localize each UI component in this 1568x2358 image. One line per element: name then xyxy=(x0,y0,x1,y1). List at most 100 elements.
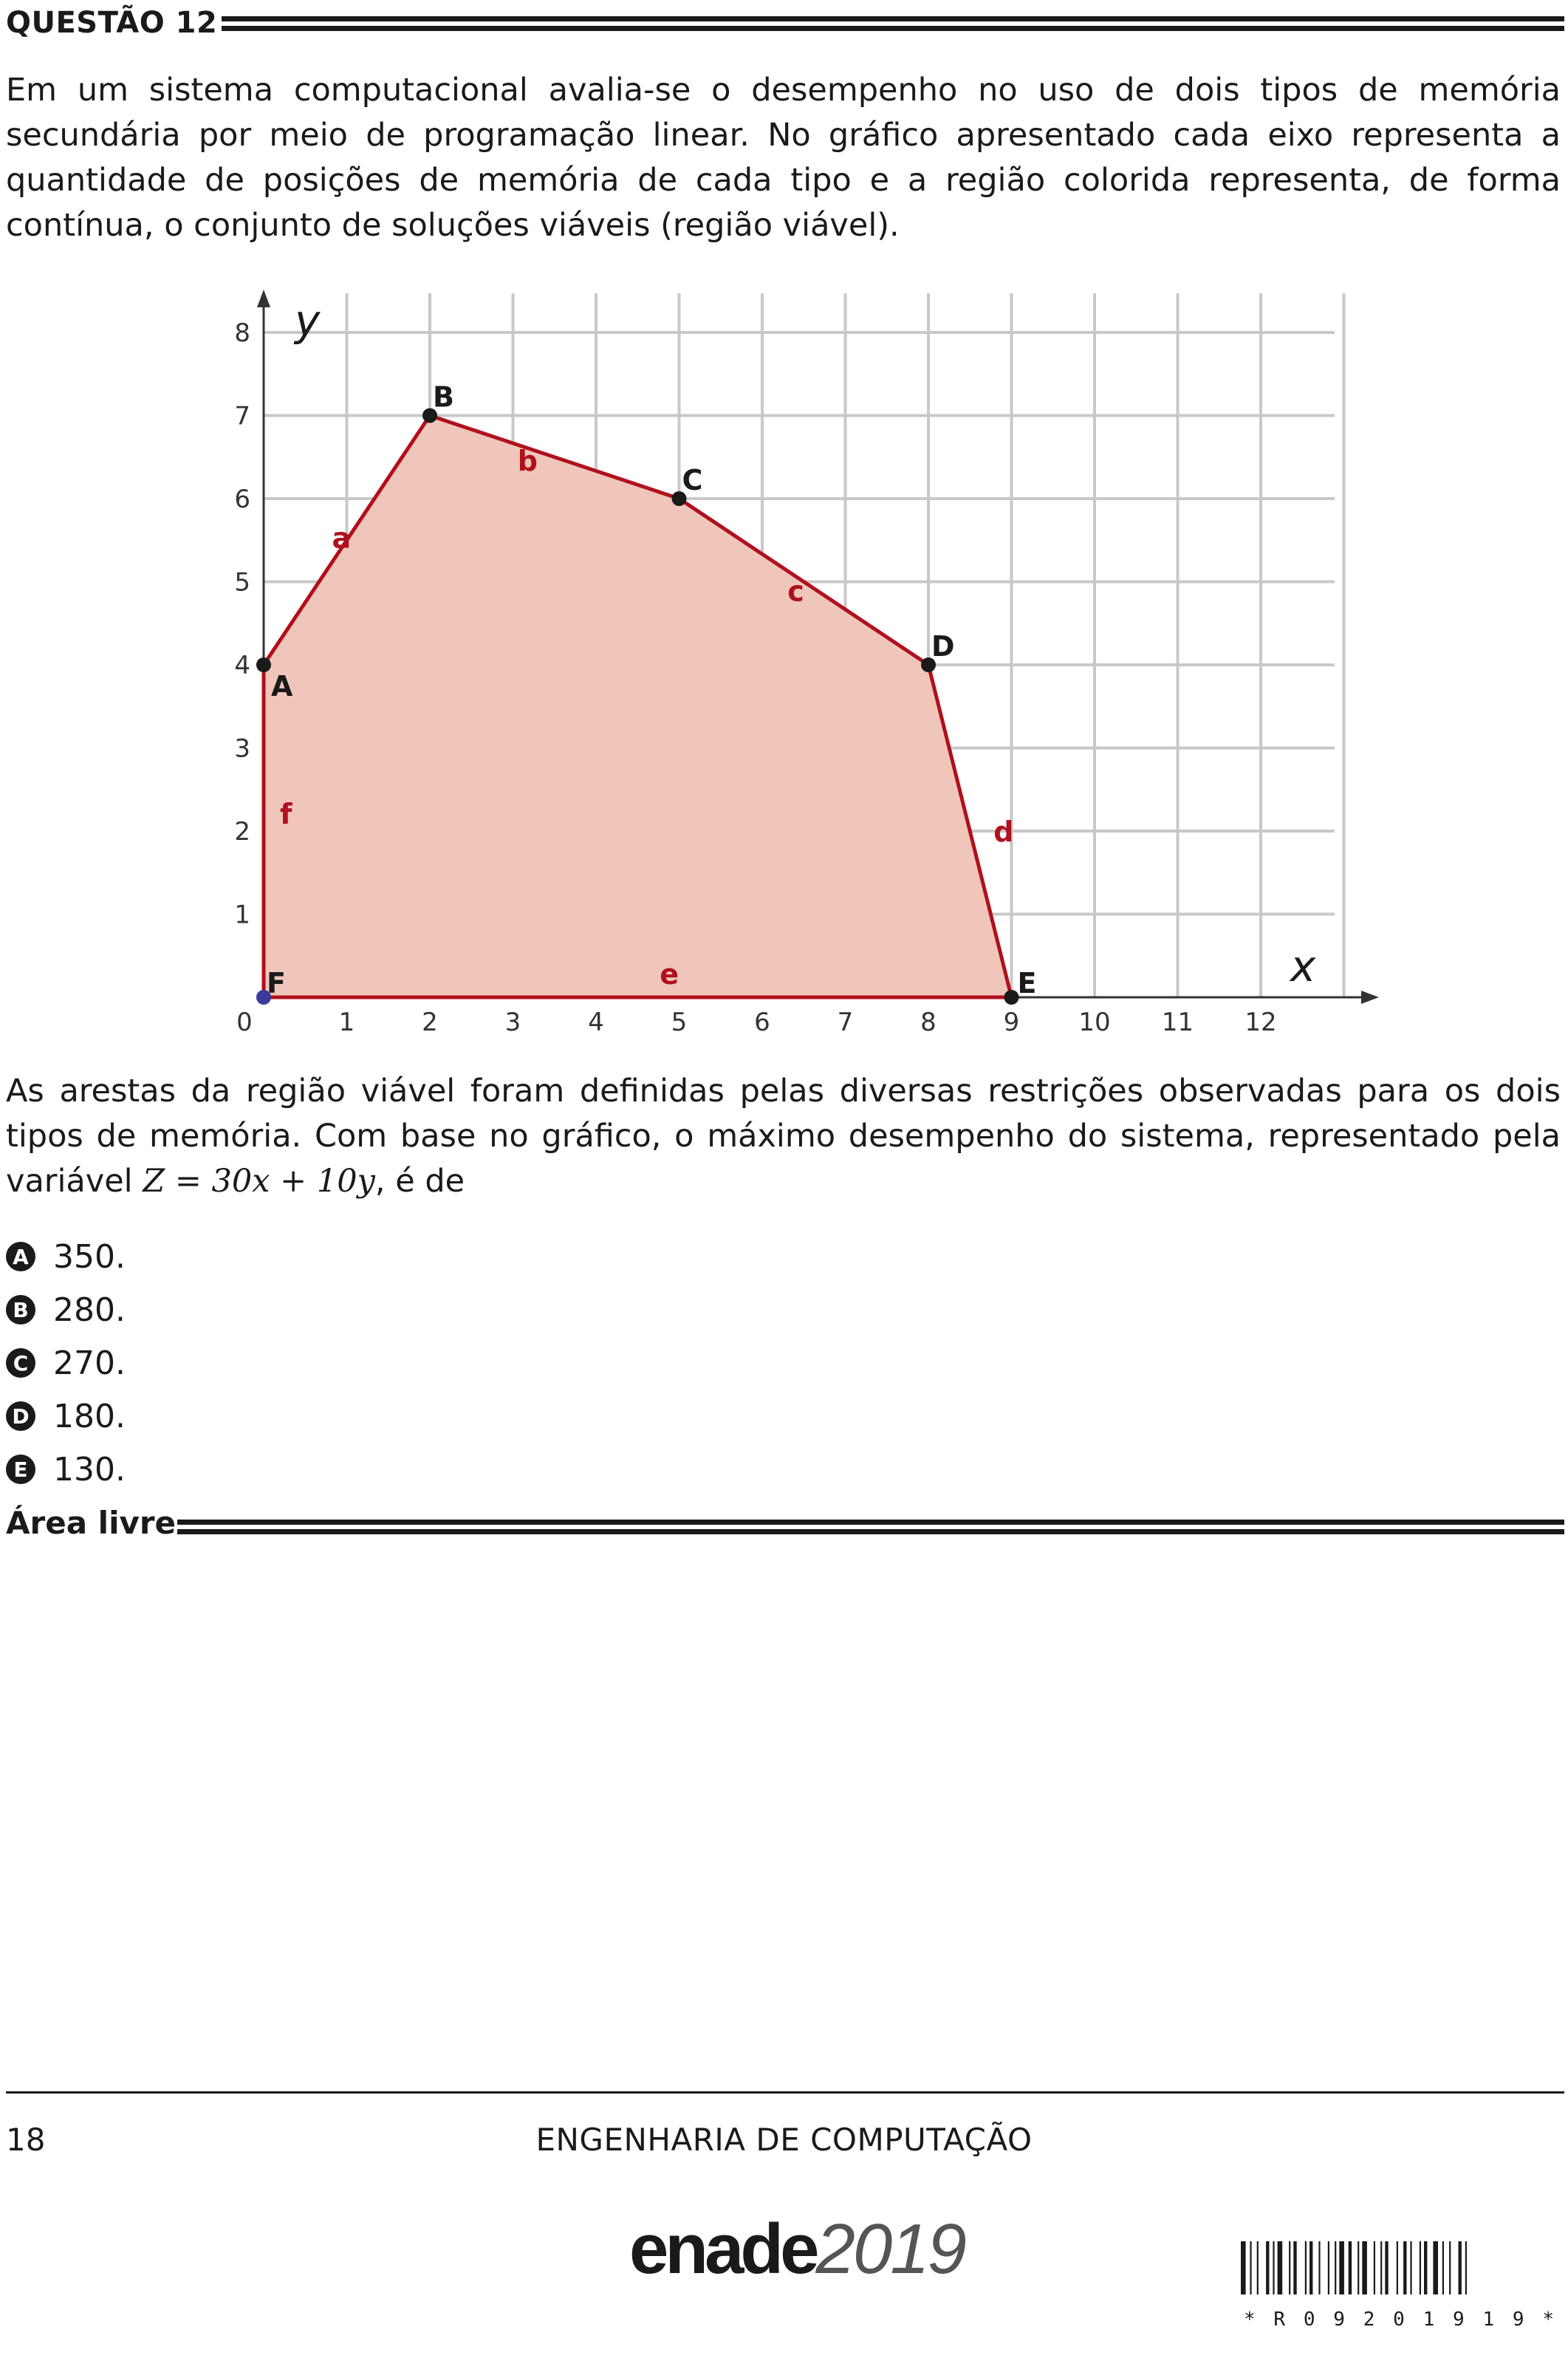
option-b-letter: B xyxy=(6,1295,35,1325)
vertex-point-d xyxy=(921,657,936,672)
enade-logo-year: 2019 xyxy=(815,2210,967,2289)
option-b-text: 280. xyxy=(53,1291,126,1329)
x-tick-label: 9 xyxy=(1004,1008,1020,1037)
barcode-bar xyxy=(1304,2241,1307,2294)
barcode-bar xyxy=(1256,2241,1259,2294)
option-e-letter: E xyxy=(6,1455,35,1484)
vertex-label-e: E xyxy=(1018,967,1037,999)
barcode-bar xyxy=(1410,2241,1412,2294)
vertex-point-b xyxy=(422,408,437,423)
edge-label-d: d xyxy=(993,816,1013,848)
free-area-double-rule xyxy=(177,1520,1564,1534)
option-c-text: 270. xyxy=(53,1344,126,1382)
edge-label-a: a xyxy=(332,522,352,554)
barcode-bar xyxy=(1403,2241,1407,2294)
barcode-bar xyxy=(1373,2241,1375,2294)
option-a-letter: A xyxy=(6,1242,35,1271)
option-a-text: 350. xyxy=(53,1237,126,1276)
header-double-rule xyxy=(222,16,1564,31)
barcode-bar xyxy=(1442,2241,1444,2294)
x-tick-label: 3 xyxy=(505,1008,521,1037)
barcode-bar xyxy=(1241,2241,1246,2294)
barcode-bar xyxy=(1362,2241,1367,2294)
barcode-bar xyxy=(1339,2241,1344,2294)
barcode-bar xyxy=(1465,2241,1467,2294)
option-c[interactable]: C 270. xyxy=(6,1336,126,1390)
free-area-header: Área livre xyxy=(6,1503,1564,1548)
question-header: QUESTÃO 12 xyxy=(6,4,1564,49)
x-tick-label: 5 xyxy=(671,1008,688,1037)
enade-logo: enade2019 xyxy=(629,2209,967,2290)
option-d-text: 180. xyxy=(53,1397,126,1435)
barcode-bar xyxy=(1348,2241,1352,2294)
vertex-label-c: C xyxy=(682,464,703,496)
y-tick-label: 3 xyxy=(234,734,250,764)
y-tick-label: 2 xyxy=(234,817,250,847)
edge-label-f: f xyxy=(280,798,292,830)
x-tick-label: 2 xyxy=(422,1008,438,1037)
option-d[interactable]: D 180. xyxy=(6,1390,126,1443)
x-axis-arrow xyxy=(1361,991,1379,1004)
y-tick-label: 6 xyxy=(234,485,250,514)
y-tick-label: 4 xyxy=(234,651,250,680)
barcode-bar xyxy=(1289,2241,1291,2294)
barcode-bar xyxy=(1380,2241,1383,2294)
x-tick-label: 4 xyxy=(588,1008,604,1037)
answer-options: A 350. B 280. C 270. D 180. E 130. xyxy=(6,1230,126,1496)
x-tick-label: 8 xyxy=(920,1008,937,1037)
footer-rule xyxy=(6,2091,1564,2094)
barcode-bar xyxy=(1293,2241,1297,2294)
y-tick-label: 1 xyxy=(234,901,250,930)
option-d-letter: D xyxy=(6,1401,35,1431)
barcode-bar xyxy=(1424,2241,1428,2294)
page-number: 18 xyxy=(6,2122,46,2158)
enade-logo-word: enade xyxy=(629,2210,819,2289)
statement-text-2: As arestas da região viável foram defini… xyxy=(6,1069,1561,1204)
y-tick-label: 5 xyxy=(234,568,250,598)
vertex-point-e xyxy=(1004,990,1019,1005)
statement-text-2-main: As arestas da região viável foram defini… xyxy=(6,1073,1561,1200)
option-a[interactable]: A 350. xyxy=(6,1230,126,1283)
option-e-text: 130. xyxy=(53,1450,126,1489)
x-tick-label: 1 xyxy=(339,1008,355,1037)
objective-formula: Z = 30x + 10y xyxy=(143,1163,375,1200)
x-tick-label: 11 xyxy=(1162,1008,1194,1037)
vertex-label-d: D xyxy=(931,630,955,663)
barcode-bar xyxy=(1273,2241,1275,2294)
x-tick-label: 6 xyxy=(754,1008,770,1037)
barcode-bar xyxy=(1266,2241,1270,2294)
edge-label-c: c xyxy=(787,575,804,608)
barcode-bar xyxy=(1449,2241,1451,2294)
barcode-bar xyxy=(1318,2241,1321,2294)
barcode-bar xyxy=(1358,2241,1360,2294)
y-tick-label: 7 xyxy=(234,402,250,431)
y-tick-label: 8 xyxy=(234,318,250,348)
barcode-bar xyxy=(1385,2241,1389,2294)
barcode-bar xyxy=(1419,2241,1421,2294)
statement-text-2-end: , é de xyxy=(374,1163,465,1200)
barcode-bar xyxy=(1433,2241,1438,2294)
x-tick-label: 0 xyxy=(236,1008,253,1037)
option-c-letter: C xyxy=(6,1348,35,1378)
statement-paragraph-2: As arestas da região viável foram defini… xyxy=(6,1069,1561,1204)
x-tick-label: 7 xyxy=(838,1008,854,1037)
vertex-point-c xyxy=(671,491,687,506)
x-tick-label: 12 xyxy=(1245,1008,1276,1037)
x-tick-label: 10 xyxy=(1078,1008,1110,1037)
course-name: ENGENHARIA DE COMPUTAÇÃO xyxy=(535,2122,1033,2158)
barcode-bar xyxy=(1250,2241,1252,2294)
barcode-bar xyxy=(1309,2241,1313,2294)
feasible-region xyxy=(264,415,1012,997)
barcode-bar xyxy=(1396,2241,1398,2294)
barcode-bar xyxy=(1335,2241,1337,2294)
vertex-label-f: F xyxy=(267,967,286,999)
option-e[interactable]: E 130. xyxy=(6,1443,126,1496)
free-area-title: Área livre xyxy=(6,1505,177,1541)
x-axis-label: x xyxy=(1289,941,1316,991)
barcode-bar xyxy=(1327,2241,1329,2294)
statement-text-1: Em um sistema computacional avalia-se o … xyxy=(6,72,1561,244)
barcode-bar xyxy=(1458,2241,1462,2294)
option-b[interactable]: B 280. xyxy=(6,1283,126,1336)
edge-label-e: e xyxy=(660,958,679,991)
